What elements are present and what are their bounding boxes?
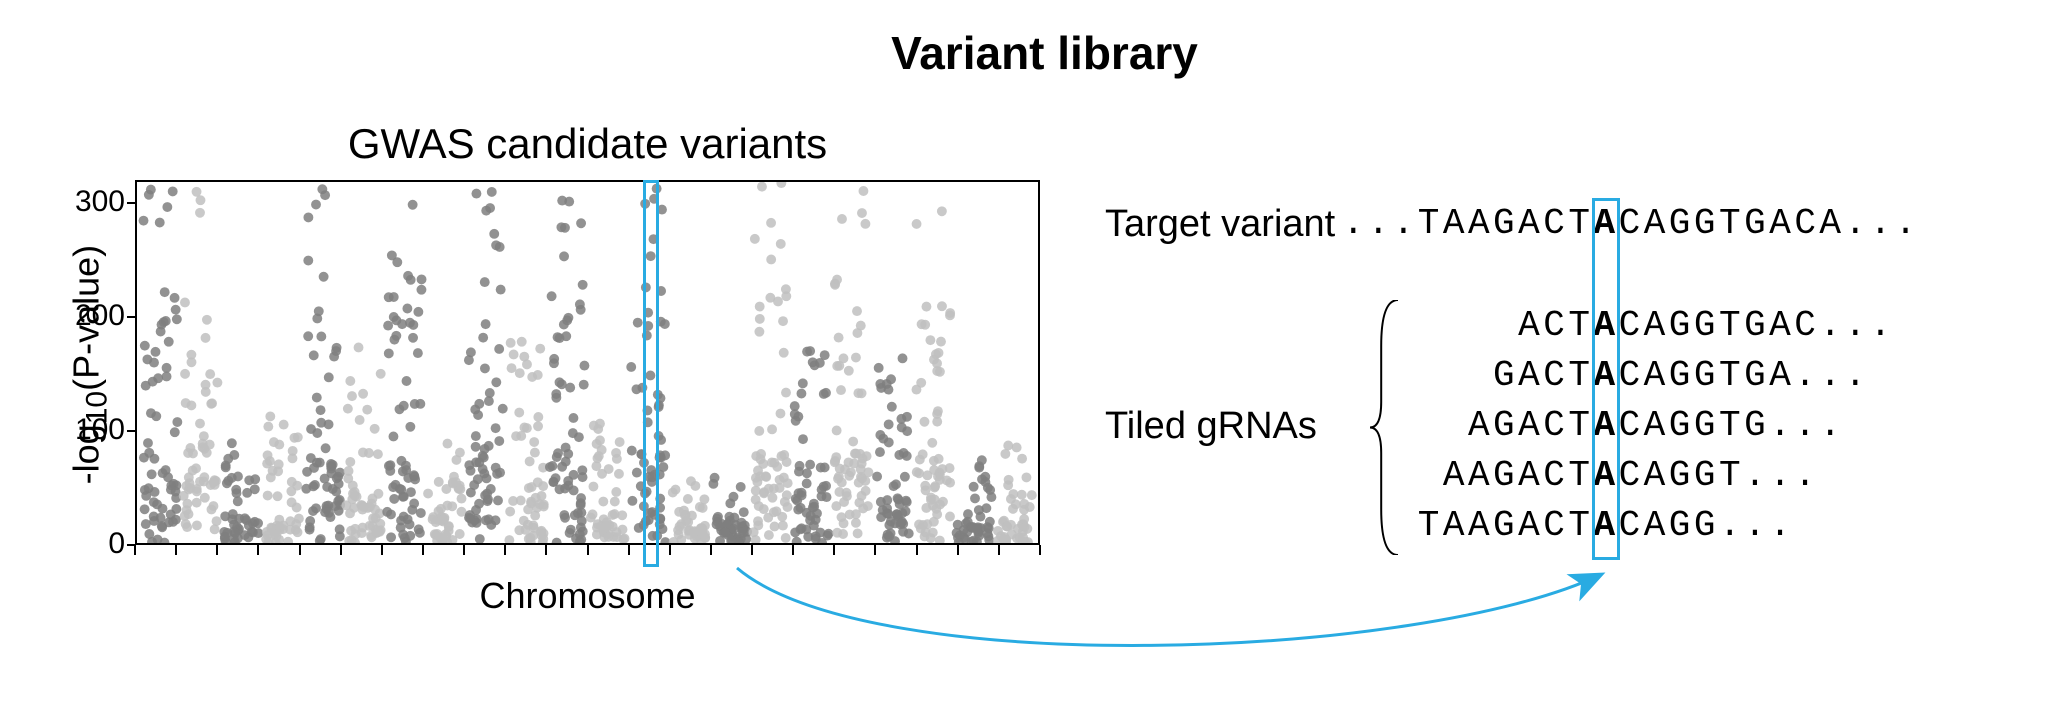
connector-arrow-icon	[20, 20, 2049, 686]
figure-root: Variant library GWAS candidate variants …	[20, 20, 2049, 686]
